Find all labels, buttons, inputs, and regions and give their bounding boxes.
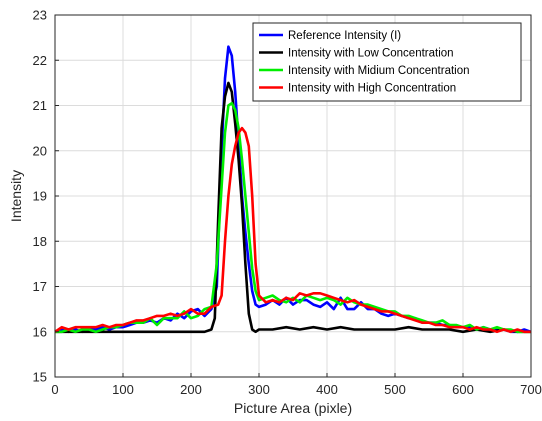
x-tick-label: 500 — [384, 382, 406, 397]
y-tick-label: 17 — [33, 279, 47, 294]
y-tick-label: 21 — [33, 98, 47, 113]
y-tick-label: 19 — [33, 189, 47, 204]
x-tick-label: 600 — [452, 382, 474, 397]
legend: Reference Intensity (I) Intensity with Lo… — [252, 22, 522, 102]
x-tick-label: 0 — [51, 382, 58, 397]
y-axis-label: Intensity — [8, 170, 24, 222]
legend-label-2: Intensity with Low Concentration — [288, 48, 454, 60]
series-lines — [54, 45, 532, 334]
legend-label-1: Reference Intensity (I) — [288, 30, 401, 42]
y-tick-label: 18 — [33, 234, 47, 249]
y-tick-label: 22 — [33, 53, 47, 68]
x-tick-label: 300 — [248, 382, 270, 397]
legend-box — [252, 22, 522, 102]
legend-label-3: Intensity with Midium Concentration — [288, 65, 470, 77]
x-tick-label: 400 — [316, 382, 338, 397]
x-tick-label: 200 — [180, 382, 202, 397]
x-tick-label: 100 — [112, 382, 134, 397]
legend-label-4: Intensity with High Concentration — [288, 83, 456, 95]
series-line-4 — [54, 126, 531, 334]
y-tick-label: 23 — [33, 8, 47, 23]
series-line-2 — [55, 81, 531, 334]
y-tick-label: 16 — [33, 324, 47, 339]
y-tick-label: 15 — [33, 370, 47, 385]
x-axis-label: Picture Area (pixle) — [234, 400, 352, 416]
x-tick-label: 700 — [520, 382, 542, 397]
axis-ticks: 0 100 200 300 400 500 600 700 15 16 17 18 19 20 21 22 23 — [33, 8, 542, 398]
series-line-3 — [55, 101, 531, 334]
y-tick-label: 20 — [33, 143, 47, 158]
